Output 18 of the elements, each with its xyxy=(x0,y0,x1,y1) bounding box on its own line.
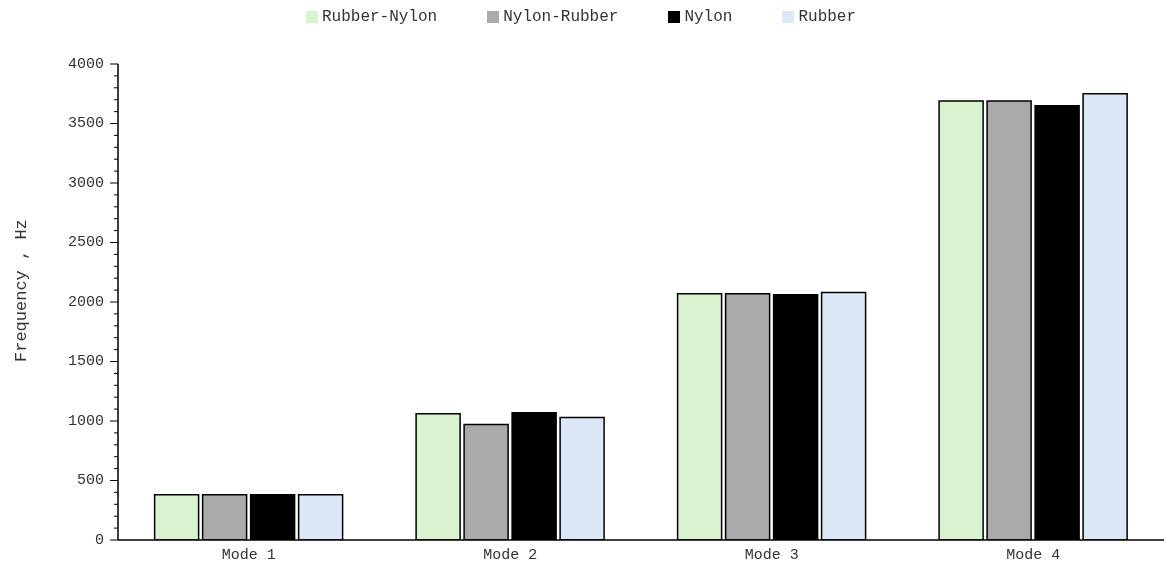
y-tick-label: 4000 xyxy=(67,55,104,73)
y-tick-label: 500 xyxy=(76,472,104,489)
x-tick-label: Mode 3 xyxy=(744,546,799,564)
y-tick-label: 1000 xyxy=(67,412,104,430)
x-tick-label: Mode 4 xyxy=(1006,546,1061,564)
y-axis-title: Frequency , Hz xyxy=(12,219,32,362)
y-tick-label: 1500 xyxy=(67,353,104,370)
x-tick-label: Mode 2 xyxy=(483,546,538,564)
y-tick-label: 0 xyxy=(94,531,104,549)
x-tick-label: Mode 1 xyxy=(221,546,276,564)
legend-label: Nylon xyxy=(684,8,733,26)
y-tick-label: 2000 xyxy=(67,293,104,311)
legend-label: Nylon-Rubber xyxy=(503,8,619,26)
legend-label: Rubber-Nylon xyxy=(321,8,438,26)
y-tick-label: 3500 xyxy=(67,115,104,132)
legend-label: Rubber xyxy=(798,8,857,26)
y-tick-label: 3000 xyxy=(67,174,104,192)
y-tick-label: 2500 xyxy=(67,234,104,251)
